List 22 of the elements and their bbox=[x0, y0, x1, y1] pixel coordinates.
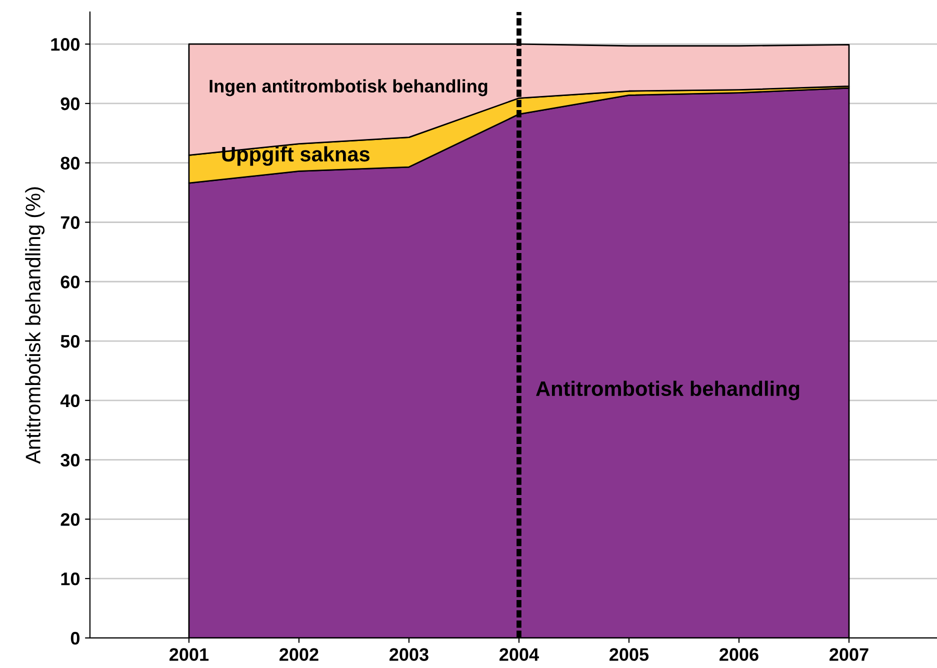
y-tick-label: 20 bbox=[60, 513, 80, 526]
x-tick-label: 2005 bbox=[610, 648, 649, 661]
y-tick-label: 30 bbox=[60, 454, 80, 467]
series-label: Uppgift saknas bbox=[222, 146, 370, 166]
x-tick-label: 2003 bbox=[390, 648, 428, 661]
y-tick-label: 90 bbox=[60, 97, 80, 110]
y-tick-label: 60 bbox=[60, 276, 80, 288]
y-tick-label: 80 bbox=[60, 156, 80, 170]
x-tick-label: 2002 bbox=[280, 648, 318, 661]
x-tick-label: 2001 bbox=[170, 648, 209, 661]
y-tick-label: 0 bbox=[70, 632, 80, 645]
series-label: Antitrombotisk behandling bbox=[536, 380, 800, 400]
y-tick-label: 50 bbox=[60, 334, 80, 348]
x-tick-label: 2004 bbox=[500, 648, 539, 661]
x-tick-label: 2006 bbox=[720, 648, 758, 661]
y-tick-label: 10 bbox=[61, 572, 80, 586]
y-axis-title: Antitrombotisk behandling (%) bbox=[25, 187, 45, 464]
x-tick-label: 2007 bbox=[830, 648, 868, 661]
y-tick-label: 40 bbox=[60, 394, 80, 408]
y-tick-label: 100 bbox=[51, 38, 80, 51]
y-tick-label: 70 bbox=[60, 216, 80, 229]
series-label: Ingen antitrombotisk behandling bbox=[210, 79, 488, 96]
